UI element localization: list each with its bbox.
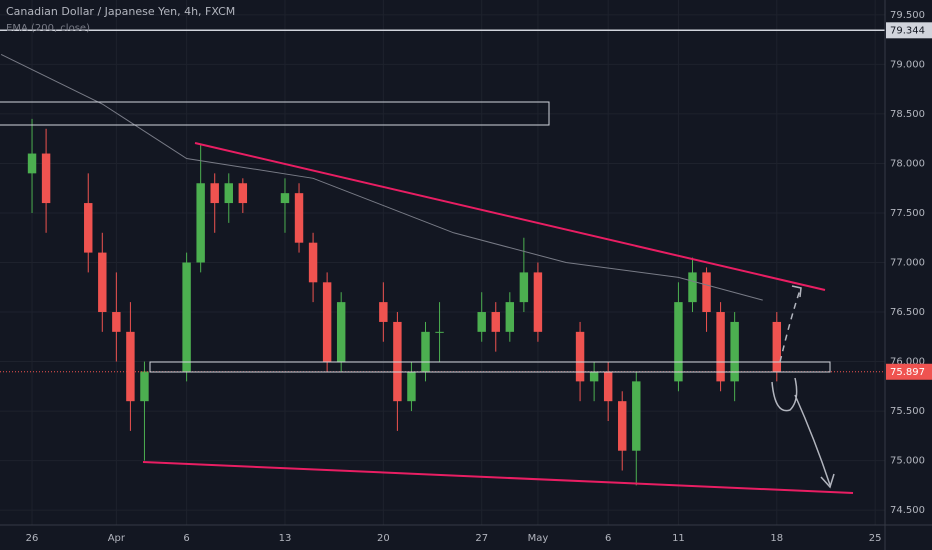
- projection-arrow: [771, 377, 831, 486]
- alert-label: 79.344: [890, 25, 925, 36]
- zone-box: [0, 101, 550, 126]
- x-tick-label: 25: [869, 533, 882, 544]
- ema-line: [0, 54, 763, 301]
- candle-body: [533, 272, 543, 332]
- candle-body: [140, 371, 149, 402]
- candle-body: [505, 302, 515, 332]
- candle-body: [730, 321, 739, 382]
- x-tick-label: 6: [183, 533, 189, 544]
- candle-body: [772, 321, 782, 372]
- candle-body: [336, 302, 346, 362]
- y-tick-label: 79.000: [890, 59, 925, 70]
- y-tick-label: 76.500: [890, 307, 925, 318]
- last-price-box: [886, 363, 932, 380]
- alert-label-box: [886, 22, 932, 39]
- candle-body: [308, 242, 318, 283]
- candle-body: [379, 302, 388, 322]
- candle-body: [421, 331, 430, 372]
- y-tick-label: 78.500: [890, 109, 925, 120]
- candle-body: [688, 272, 697, 303]
- y-tick-label: 75.000: [890, 456, 925, 467]
- y-tick-label: 76.000: [890, 357, 925, 368]
- y-tick-label: 77.500: [890, 208, 925, 219]
- projection-arrow: [779, 289, 801, 363]
- candle-body: [238, 183, 248, 204]
- x-tick-label: 18: [770, 533, 783, 544]
- x-tick-label: 20: [377, 533, 390, 544]
- axes: 74.500 75.000 75.500 76.000 76.500 77.000 77.5…: [26, 10, 932, 544]
- trendline: [142, 461, 854, 494]
- candle-body: [674, 302, 683, 382]
- y-tick-label: 75.500: [890, 406, 925, 417]
- trendline: [194, 142, 826, 291]
- arrow-head: [791, 285, 802, 298]
- x-tick-label: 26: [26, 533, 39, 544]
- x-tick-label: 13: [279, 533, 292, 544]
- x-tick-label: 27: [475, 533, 488, 544]
- x-tick-label: May: [528, 533, 549, 544]
- x-tick-label: Apr: [108, 533, 126, 544]
- y-tick-label: 79.500: [890, 10, 925, 21]
- y-tick-label: 78.000: [890, 158, 925, 169]
- candle-body: [435, 331, 444, 333]
- y-tick-label: 77.000: [890, 258, 925, 269]
- candle-body: [294, 193, 304, 243]
- zone-box: [149, 361, 831, 373]
- candle-body: [98, 252, 107, 313]
- candle-body: [702, 272, 711, 313]
- candle-body: [196, 183, 205, 263]
- candle-body: [210, 183, 219, 204]
- candle-body: [632, 381, 641, 451]
- candle-body: [126, 331, 135, 402]
- candle-body: [603, 371, 613, 402]
- candle-body: [41, 153, 51, 204]
- y-tick-label: 74.500: [890, 505, 925, 516]
- candle-body: [589, 371, 599, 382]
- candle-body: [112, 312, 121, 332]
- candle-body: [575, 331, 585, 382]
- candle-body: [716, 312, 725, 382]
- candle-body: [407, 371, 416, 402]
- candle-body: [491, 312, 500, 332]
- candle-body: [618, 401, 627, 451]
- candle-body: [280, 193, 290, 204]
- candle-body: [182, 262, 191, 372]
- candle-body: [477, 312, 486, 332]
- candle-body: [322, 282, 332, 362]
- x-tick-label: 11: [672, 533, 685, 544]
- chart-title: Canadian Dollar / Japanese Yen, 4h, FXCM: [6, 5, 235, 18]
- plot: [0, 29, 885, 486]
- candle-body: [84, 203, 93, 253]
- x-tick-label: 6: [605, 533, 611, 544]
- candle-body: [519, 272, 529, 303]
- arrow-head: [820, 473, 835, 489]
- indicator-label: EMA (200, close): [6, 23, 90, 34]
- candle-body: [27, 153, 37, 174]
- candle-body: [224, 183, 233, 204]
- last-price-label: 75.897: [890, 367, 925, 378]
